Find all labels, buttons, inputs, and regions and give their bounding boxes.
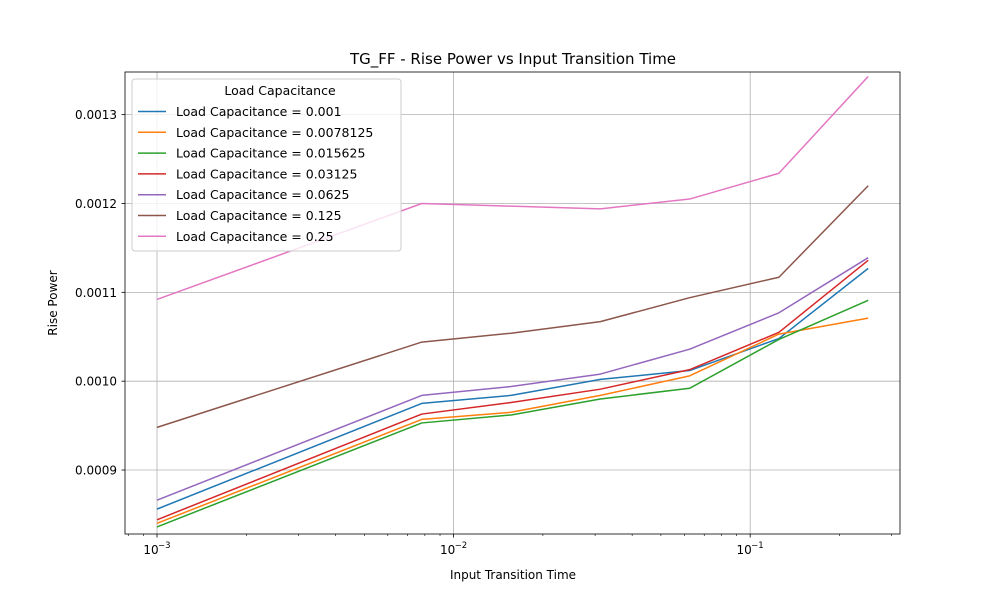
x-tick-label-base: 10 (440, 543, 455, 557)
x-tick-label: 10 (737, 543, 752, 557)
y-tick-label: 0.0013 (75, 108, 117, 122)
legend-label: Load Capacitance = 0.015625 (176, 146, 365, 161)
x-tick-label-base: 10 (737, 543, 752, 557)
legend-label: Load Capacitance = 0.0625 (176, 187, 350, 202)
x-tick-label-exponent: −1 (751, 541, 764, 551)
legend-label: Load Capacitance = 0.0078125 (176, 125, 373, 140)
x-tick-label: 10 (440, 543, 455, 557)
x-tick-label-base: 10 (143, 543, 158, 557)
series-line-6 (156, 75, 869, 301)
legend: Load Capacitance Load Capacitance = 0.00… (131, 78, 402, 252)
series-line-2 (156, 299, 869, 528)
series-line-5 (156, 185, 869, 429)
series-line-1 (156, 317, 869, 525)
x-axis: 10 −3 10 −2 10 −1 (127, 534, 892, 557)
chart-title: TG_FF - Rise Power vs Input Transition T… (349, 50, 676, 69)
y-tick-label: 0.0011 (75, 286, 117, 300)
legend-label: Load Capacitance = 0.125 (176, 208, 342, 223)
x-tick-label-exponent: −3 (158, 541, 171, 551)
y-tick-label: 0.0010 (75, 375, 117, 389)
legend-title: Load Capacitance (224, 83, 336, 98)
plot-frame (124, 71, 901, 535)
x-axis-label: Input Transition Time (450, 568, 576, 582)
y-tick-label: 0.0009 (75, 464, 117, 478)
y-axis: 0.0009 0.0010 0.0011 0.0012 0.0013 (75, 108, 125, 478)
x-tick-label-exponent: −2 (455, 541, 468, 551)
series-lines (156, 75, 869, 528)
legend-label: Load Capacitance = 0.03125 (176, 166, 357, 181)
legend-box (131, 78, 402, 252)
series-line-3 (156, 259, 869, 521)
legend-label: Load Capacitance = 0.25 (176, 229, 334, 244)
y-axis-label: Rise Power (46, 270, 60, 335)
legend-label: Load Capacitance = 0.001 (176, 104, 342, 119)
series-line-0 (156, 267, 869, 510)
y-tick-label: 0.0012 (75, 197, 117, 211)
legend-entries: Load Capacitance = 0.001 Load Capacitance… (138, 104, 373, 244)
x-tick-label: 10 (143, 543, 158, 557)
series-line-4 (156, 257, 869, 501)
